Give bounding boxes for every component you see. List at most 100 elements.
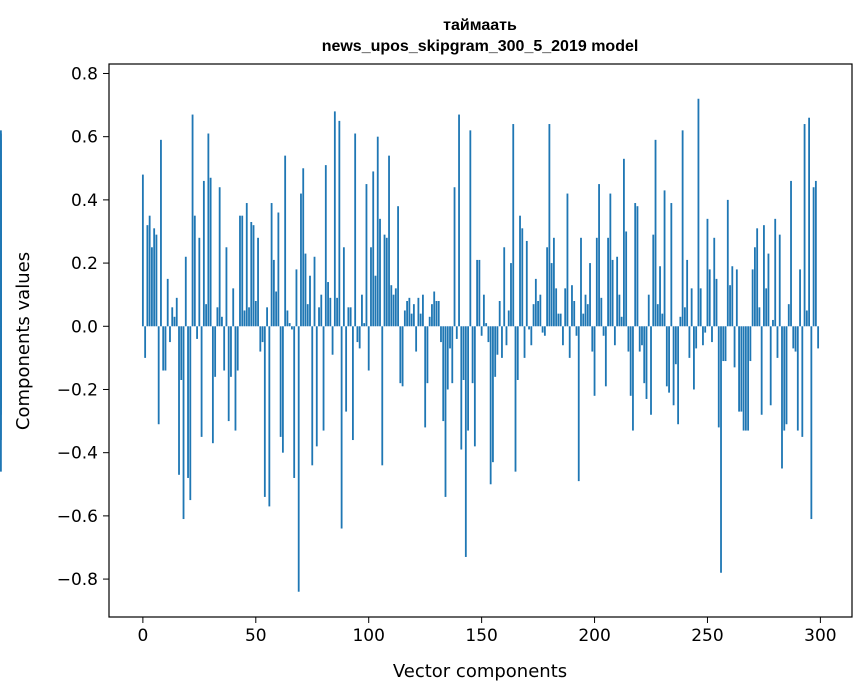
bar	[327, 282, 329, 327]
bar	[478, 259, 481, 327]
x-tick-label: 150	[465, 626, 497, 646]
bar	[485, 323, 488, 327]
bar	[329, 297, 332, 327]
x-tick-label: 200	[578, 626, 610, 646]
bar	[236, 326, 239, 371]
bar	[627, 326, 630, 352]
bar	[383, 234, 386, 327]
bar	[523, 326, 526, 358]
bar	[471, 326, 474, 384]
bar	[184, 256, 187, 327]
bar	[0, 263, 2, 327]
bar	[284, 155, 287, 327]
y-axis: −0.8 −0.6 −0.4 −0.2 0.0 0.2 0.4 0.6 0.8	[57, 64, 109, 590]
bar	[530, 326, 533, 346]
y-tick-label: −0.2	[57, 380, 98, 400]
bar	[505, 326, 508, 346]
bar	[645, 326, 648, 399]
bar	[543, 326, 546, 336]
bar	[331, 326, 334, 355]
bar	[489, 326, 492, 485]
bar	[729, 285, 731, 327]
bar	[541, 326, 544, 333]
bar	[796, 326, 799, 431]
bar	[720, 326, 722, 573]
bar	[0, 133, 2, 327]
bar	[288, 323, 291, 327]
bar	[189, 326, 192, 501]
bar	[510, 263, 512, 327]
bar	[268, 326, 271, 507]
bar	[160, 139, 162, 327]
bar	[641, 326, 643, 346]
bar	[776, 326, 779, 358]
bar	[552, 237, 555, 327]
bar	[519, 215, 521, 327]
bar	[717, 326, 720, 428]
bar	[302, 168, 305, 327]
bar	[410, 313, 413, 327]
bar	[602, 326, 605, 336]
chart-title: таймаать	[443, 17, 517, 34]
bar	[182, 326, 185, 520]
bar	[392, 294, 395, 327]
bar	[200, 326, 203, 437]
bar	[347, 307, 350, 327]
bar	[306, 304, 309, 327]
bar	[731, 266, 734, 327]
bar	[722, 326, 725, 362]
bar	[270, 203, 273, 327]
bar	[799, 269, 801, 327]
bar	[406, 301, 409, 327]
y-tick-label: 0.2	[71, 254, 98, 274]
bar	[792, 326, 795, 349]
bar	[706, 218, 709, 327]
bar	[571, 285, 573, 327]
y-tick-label: 0.8	[71, 64, 98, 84]
plot-frame	[108, 63, 853, 618]
bar	[227, 326, 230, 422]
bar	[196, 326, 198, 339]
bar	[157, 326, 160, 425]
bar	[453, 187, 456, 327]
bar	[539, 294, 542, 327]
bar	[401, 326, 404, 387]
x-tick-label: 0	[137, 626, 148, 646]
bar	[697, 98, 700, 327]
y-tick-label: −0.6	[57, 507, 98, 527]
bar	[358, 326, 361, 349]
bar	[345, 326, 348, 412]
bar	[300, 193, 302, 327]
bar	[593, 326, 596, 396]
bar	[794, 326, 797, 352]
bar	[557, 313, 560, 327]
bar	[318, 307, 320, 327]
x-tick-label: 250	[691, 626, 723, 646]
bar	[205, 304, 208, 327]
y-tick-label: 0.6	[71, 128, 98, 148]
bar	[356, 326, 359, 343]
bar	[765, 288, 768, 327]
bar	[763, 225, 765, 327]
bar	[516, 326, 519, 380]
bar	[616, 256, 619, 327]
bar	[767, 253, 770, 327]
bar	[749, 326, 752, 362]
x-axis-label: Vector components	[393, 661, 567, 682]
bar	[476, 259, 479, 327]
bar	[577, 326, 580, 482]
bar	[209, 177, 212, 327]
bar	[394, 288, 397, 327]
y-tick-label: 0.4	[71, 191, 98, 211]
bar	[534, 278, 537, 327]
bar	[568, 326, 571, 358]
bar	[632, 326, 634, 431]
bar	[431, 304, 433, 327]
bar	[498, 301, 501, 327]
bar	[365, 184, 368, 327]
bar	[643, 326, 646, 384]
bar	[419, 313, 422, 327]
bar	[388, 155, 390, 327]
bar	[442, 326, 445, 422]
bar	[333, 111, 336, 327]
